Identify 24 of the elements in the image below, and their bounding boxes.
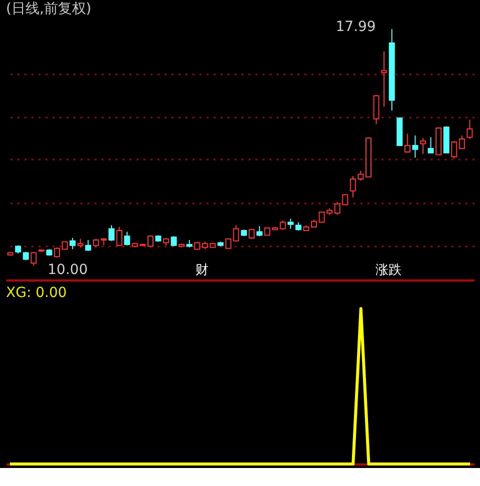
candlestick <box>147 234 154 248</box>
candlestick <box>458 134 465 149</box>
annotation: 10.00 <box>48 262 88 278</box>
candlestick <box>428 136 434 154</box>
candlestick <box>70 237 76 250</box>
candlestick <box>124 231 130 246</box>
candlestick <box>420 138 426 154</box>
annotation: 财 <box>196 263 209 278</box>
annotation: 17.99 <box>336 19 376 36</box>
chart-title: (日线,前复权) <box>6 1 92 18</box>
candlestick <box>373 94 380 125</box>
candlestick <box>30 251 37 266</box>
candlestick <box>404 133 410 153</box>
candlestick <box>451 140 458 160</box>
candlestick <box>85 240 92 252</box>
candlestick <box>466 119 473 140</box>
annotation: 涨跌 <box>376 263 402 278</box>
candlestick <box>116 226 122 247</box>
chart-title: XG: 0.00 <box>6 285 67 301</box>
candlestick <box>412 134 418 158</box>
candlestick <box>54 246 60 258</box>
candlestick <box>288 218 294 230</box>
candlestick <box>108 224 115 242</box>
candlestick <box>381 50 388 108</box>
